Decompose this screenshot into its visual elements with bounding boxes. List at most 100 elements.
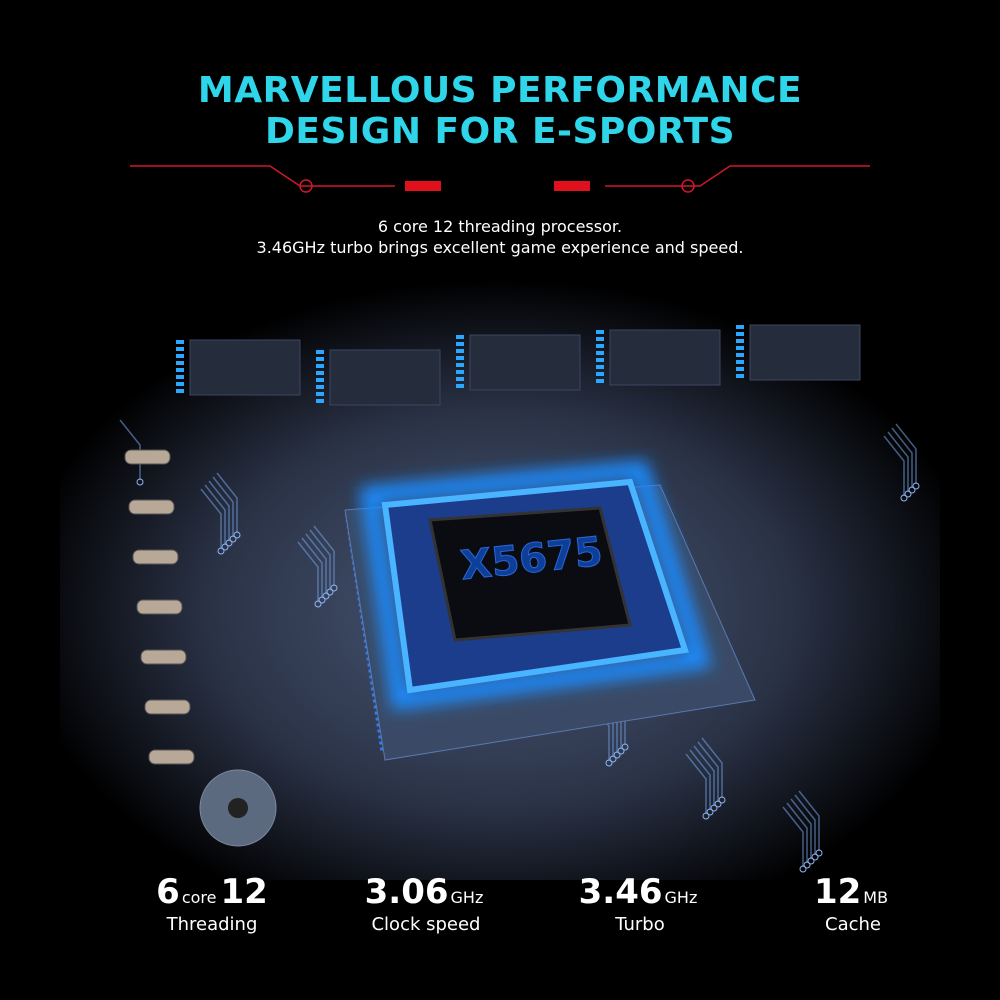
via xyxy=(702,812,710,820)
led-pin xyxy=(176,368,184,372)
led-pin xyxy=(456,349,464,353)
via xyxy=(900,494,908,502)
resistor xyxy=(132,549,179,565)
via xyxy=(718,796,726,804)
trace xyxy=(891,427,913,488)
trace xyxy=(786,802,808,863)
memory-chip xyxy=(189,339,301,396)
led-pin xyxy=(316,371,324,375)
via xyxy=(621,743,629,751)
trace xyxy=(301,537,323,598)
spec-unit: GHz xyxy=(664,888,698,907)
led-pin xyxy=(596,344,604,348)
led-pin xyxy=(456,363,464,367)
spec-unit: core xyxy=(181,888,217,907)
via xyxy=(617,747,625,755)
decor-lines xyxy=(130,165,870,193)
trace xyxy=(701,737,723,798)
led-pin xyxy=(176,382,184,386)
led-pin xyxy=(596,358,604,362)
trace xyxy=(212,476,234,537)
spec-number: 3.06 xyxy=(364,872,449,912)
led-pin xyxy=(176,389,184,393)
title: MARVELLOUS PERFORMANCE xyxy=(197,70,803,111)
resistor xyxy=(140,649,187,665)
trace xyxy=(782,806,804,867)
spec-number: 12 xyxy=(813,872,862,912)
led-pin xyxy=(176,347,184,351)
led-pin xyxy=(596,330,604,334)
resistor xyxy=(128,499,175,515)
via xyxy=(803,861,811,869)
trace xyxy=(200,488,222,549)
via xyxy=(807,857,815,865)
trace xyxy=(790,798,812,859)
spec-label: Cache xyxy=(825,914,881,935)
led-pin xyxy=(736,367,744,371)
via xyxy=(912,482,920,490)
led-pin xyxy=(736,332,744,336)
resistor xyxy=(136,599,183,615)
decor-bar xyxy=(405,181,441,191)
trace xyxy=(794,794,816,855)
led-pin xyxy=(456,377,464,381)
spec: 6 core 12 Threading xyxy=(102,872,322,935)
trace xyxy=(216,472,238,533)
trace xyxy=(685,753,707,814)
led-pin xyxy=(176,375,184,379)
led-pin xyxy=(456,335,464,339)
spec-unit: GHz xyxy=(450,888,484,907)
led-pin xyxy=(736,339,744,343)
trace xyxy=(887,431,909,492)
trace xyxy=(305,533,327,594)
led-pin xyxy=(316,364,324,368)
resistor xyxy=(124,449,171,465)
led-pin xyxy=(316,357,324,361)
trace xyxy=(313,525,335,586)
via xyxy=(225,539,233,547)
via xyxy=(233,531,241,539)
memory-chip xyxy=(609,329,721,386)
via xyxy=(605,759,613,767)
memory-chip xyxy=(469,334,581,391)
spec-label: Turbo xyxy=(615,914,665,935)
via xyxy=(815,849,823,857)
led-pin xyxy=(316,385,324,389)
via xyxy=(710,804,718,812)
via xyxy=(613,751,621,759)
via xyxy=(229,535,237,543)
trace xyxy=(119,419,141,480)
led-pin xyxy=(596,365,604,369)
led-pin xyxy=(456,384,464,388)
chip-glow xyxy=(359,460,712,711)
spec-number: 12 xyxy=(220,872,268,912)
via xyxy=(714,800,722,808)
spec: 12 MB Cache xyxy=(743,872,963,935)
via xyxy=(217,547,225,555)
via xyxy=(811,853,819,861)
led-pin xyxy=(456,342,464,346)
via xyxy=(221,543,229,551)
led-pin xyxy=(736,353,744,357)
spec-label: Clock speed xyxy=(371,914,481,935)
via xyxy=(314,600,322,608)
led-pin xyxy=(456,356,464,360)
trace xyxy=(798,790,820,851)
subtitle: 6 core 12 threading processor. xyxy=(377,217,623,236)
decor-bar xyxy=(554,181,590,191)
via xyxy=(706,808,714,816)
spec: 3.06 GHz Clock speed xyxy=(316,872,536,935)
led-pin xyxy=(176,340,184,344)
title: DESIGN FOR E-SPORTS xyxy=(265,111,735,152)
trace xyxy=(693,745,715,806)
led-pin xyxy=(736,325,744,329)
via xyxy=(322,592,330,600)
spec-label: Threading xyxy=(166,914,258,935)
led-pin xyxy=(316,350,324,354)
led-pin xyxy=(596,379,604,383)
via xyxy=(330,584,338,592)
trace xyxy=(895,423,917,484)
led-pin xyxy=(316,399,324,403)
spec-number: 3.46 xyxy=(578,872,663,912)
